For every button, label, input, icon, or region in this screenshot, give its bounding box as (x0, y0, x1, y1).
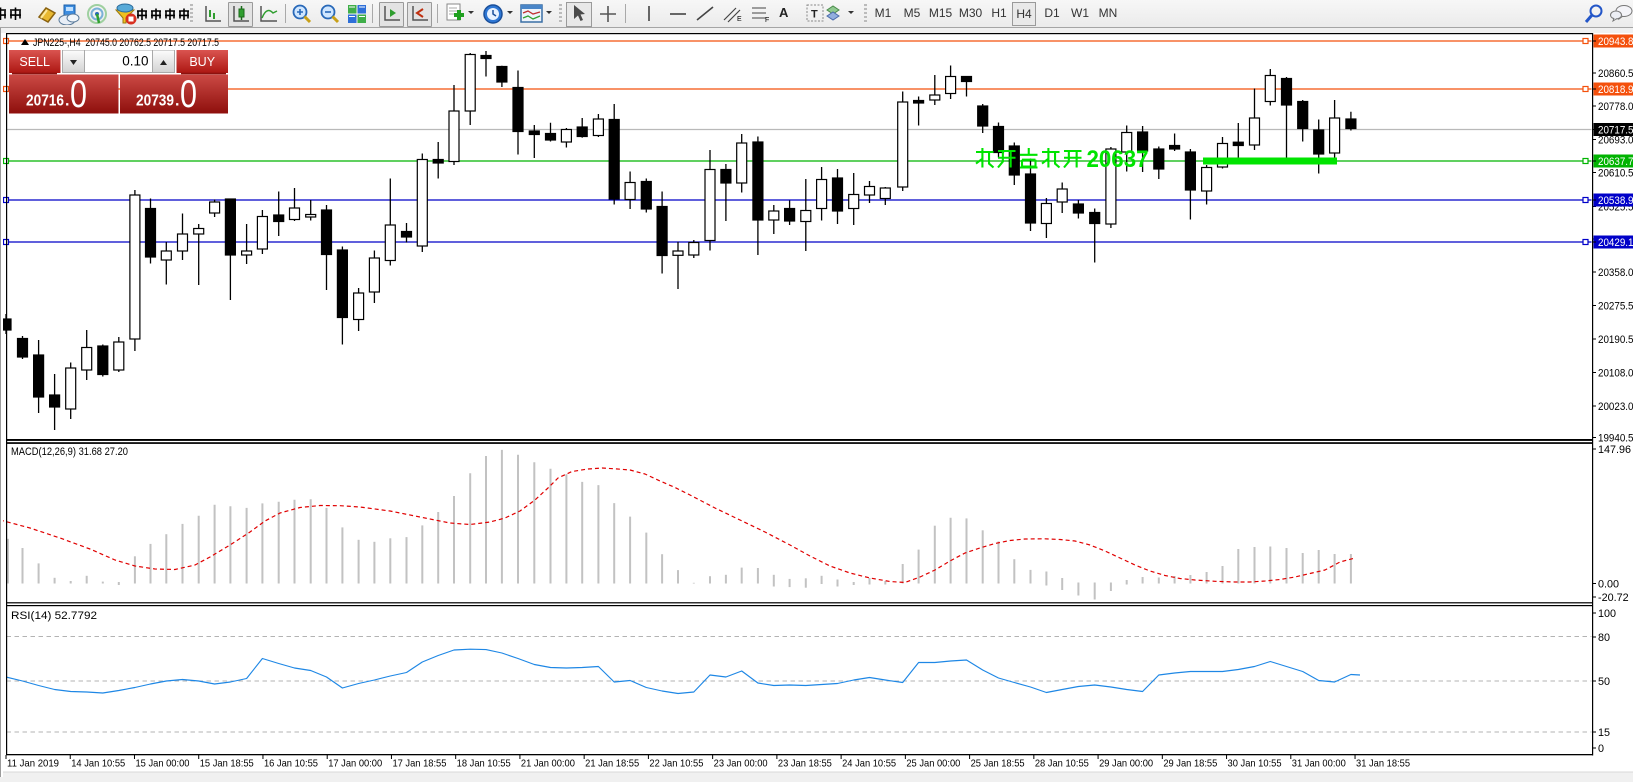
svg-text:SELL: SELL (19, 55, 50, 69)
svg-text:15: 15 (1598, 727, 1610, 739)
svg-text:24 Jan 10:55: 24 Jan 10:55 (842, 758, 896, 770)
svg-text:19940.5: 19940.5 (1598, 433, 1633, 445)
svg-text:50: 50 (1598, 676, 1610, 688)
svg-text:20818.9: 20818.9 (1598, 84, 1633, 96)
svg-text:23 Jan 00:00: 23 Jan 00:00 (714, 758, 768, 770)
svg-text:15 Jan 18:55: 15 Jan 18:55 (200, 758, 254, 770)
svg-text:20739: 20739 (136, 93, 174, 110)
svg-text:0.10: 0.10 (122, 54, 148, 69)
svg-text:T: T (811, 9, 818, 21)
svg-text:28 Jan 10:55: 28 Jan 10:55 (1035, 758, 1089, 770)
svg-text:0: 0 (70, 73, 87, 114)
svg-text:20190.5: 20190.5 (1598, 334, 1633, 346)
svg-text:0: 0 (1598, 743, 1604, 755)
svg-text:20637: 20637 (1087, 146, 1149, 173)
svg-text:14 Jan 10:55: 14 Jan 10:55 (71, 758, 125, 770)
svg-text:11 Jan 2019: 11 Jan 2019 (7, 758, 59, 770)
svg-text:17 Jan 18:55: 17 Jan 18:55 (392, 758, 446, 770)
svg-text:20860.5: 20860.5 (1598, 68, 1633, 80)
svg-text:15 Jan 00:00: 15 Jan 00:00 (135, 758, 189, 770)
svg-text:80: 80 (1598, 632, 1610, 644)
svg-text:20275.5: 20275.5 (1598, 301, 1633, 313)
svg-text:.: . (65, 93, 69, 110)
svg-text:.: . (175, 93, 179, 110)
svg-text:16 Jan 10:55: 16 Jan 10:55 (264, 758, 318, 770)
svg-text:100: 100 (1598, 608, 1616, 620)
svg-text:22 Jan 10:55: 22 Jan 10:55 (649, 758, 703, 770)
svg-text:20637.7: 20637.7 (1598, 156, 1633, 168)
svg-text:29 Jan 00:00: 29 Jan 00:00 (1099, 758, 1153, 770)
svg-text:30 Jan 10:55: 30 Jan 10:55 (1228, 758, 1282, 770)
svg-text:20429.1: 20429.1 (1598, 237, 1633, 249)
svg-text:20943.8: 20943.8 (1598, 36, 1633, 48)
svg-text:RSI(14) 52.7792: RSI(14) 52.7792 (11, 610, 97, 622)
svg-text:25 Jan 00:00: 25 Jan 00:00 (906, 758, 960, 770)
svg-text:31 Jan 18:55: 31 Jan 18:55 (1356, 758, 1410, 770)
svg-text:17 Jan 00:00: 17 Jan 00:00 (328, 758, 382, 770)
svg-text:0: 0 (180, 73, 197, 114)
svg-text:29 Jan 18:55: 29 Jan 18:55 (1163, 758, 1217, 770)
svg-text:20610.5: 20610.5 (1598, 168, 1633, 180)
svg-text:21 Jan 18:55: 21 Jan 18:55 (585, 758, 639, 770)
svg-text:MACD(12,26,9) 31.68 27.20: MACD(12,26,9) 31.68 27.20 (11, 446, 128, 458)
svg-text:-20.72: -20.72 (1598, 592, 1629, 604)
svg-text:147.96: 147.96 (1598, 444, 1631, 456)
svg-text:20538.9: 20538.9 (1598, 195, 1633, 207)
svg-text:20108.0: 20108.0 (1598, 368, 1633, 380)
svg-text:25 Jan 18:55: 25 Jan 18:55 (971, 758, 1025, 770)
svg-text:21 Jan 00:00: 21 Jan 00:00 (521, 758, 575, 770)
svg-text:20717.5: 20717.5 (1598, 125, 1633, 137)
svg-text:E: E (737, 16, 742, 23)
svg-text:BUY: BUY (189, 55, 215, 69)
svg-text:20358.0: 20358.0 (1598, 267, 1633, 279)
svg-text:20716: 20716 (26, 93, 64, 110)
svg-text:31 Jan 00:00: 31 Jan 00:00 (1292, 758, 1346, 770)
svg-text:JPN225-,H4 20745.0 20762.5 20: JPN225-,H4 20745.0 20762.5 20717.5 20717… (33, 37, 219, 49)
svg-text:F: F (765, 17, 769, 23)
svg-text:20023.0: 20023.0 (1598, 401, 1633, 413)
svg-text:18 Jan 10:55: 18 Jan 10:55 (457, 758, 511, 770)
svg-text:0.00: 0.00 (1598, 579, 1619, 591)
svg-text:23 Jan 18:55: 23 Jan 18:55 (778, 758, 832, 770)
svg-text:20778.0: 20778.0 (1598, 101, 1633, 113)
